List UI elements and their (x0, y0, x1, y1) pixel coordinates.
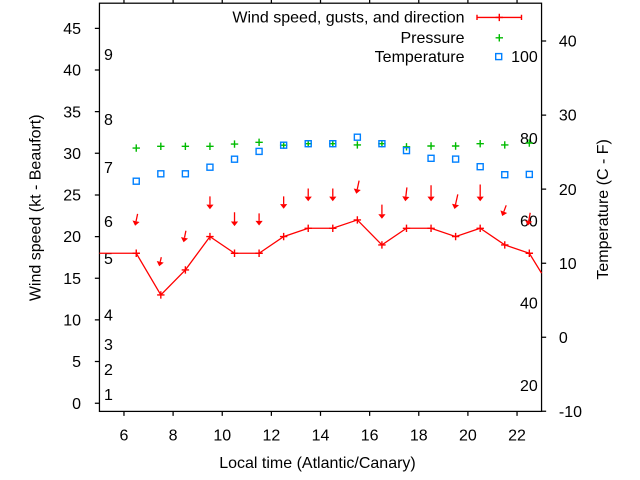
svg-text:Wind speed, gusts, and directi: Wind speed, gusts, and direction (232, 9, 464, 26)
svg-text:20: 20 (559, 182, 577, 199)
svg-text:15: 15 (63, 271, 81, 288)
svg-text:1: 1 (104, 387, 113, 404)
svg-text:40: 40 (559, 34, 577, 51)
svg-text:12: 12 (262, 428, 280, 445)
svg-text:40: 40 (520, 296, 538, 313)
svg-text:7: 7 (104, 160, 113, 177)
svg-text:20: 20 (459, 428, 477, 445)
svg-text:16: 16 (361, 428, 379, 445)
svg-text:9: 9 (104, 47, 113, 64)
svg-text:22: 22 (508, 428, 526, 445)
svg-text:18: 18 (410, 428, 428, 445)
svg-text:20: 20 (63, 229, 81, 246)
svg-text:10: 10 (559, 256, 577, 273)
svg-text:5: 5 (104, 251, 113, 268)
svg-text:8: 8 (104, 112, 113, 129)
svg-text:14: 14 (312, 428, 330, 445)
svg-text:0: 0 (72, 396, 81, 413)
svg-text:-10: -10 (559, 404, 582, 421)
svg-text:5: 5 (72, 354, 81, 371)
svg-text:30: 30 (63, 146, 81, 163)
svg-text:40: 40 (63, 63, 81, 80)
svg-text:45: 45 (63, 21, 81, 38)
svg-text:0: 0 (559, 330, 568, 347)
svg-text:30: 30 (559, 108, 577, 125)
svg-text:10: 10 (213, 428, 231, 445)
svg-text:6: 6 (104, 214, 113, 231)
svg-text:100: 100 (511, 49, 538, 66)
svg-text:Temperature (C - F): Temperature (C - F) (595, 139, 612, 279)
svg-text:8: 8 (169, 428, 178, 445)
svg-text:20: 20 (520, 378, 538, 395)
svg-text:Temperature: Temperature (375, 49, 465, 66)
svg-text:Pressure: Pressure (400, 30, 464, 47)
svg-text:3: 3 (104, 337, 113, 354)
svg-text:10: 10 (63, 313, 81, 330)
svg-text:35: 35 (63, 104, 81, 121)
svg-text:4: 4 (104, 308, 113, 325)
svg-text:Local time (Atlantic/Canary): Local time (Atlantic/Canary) (219, 455, 416, 472)
svg-text:6: 6 (120, 428, 129, 445)
svg-text:Wind speed (kt - Beaufort): Wind speed (kt - Beaufort) (27, 114, 44, 301)
svg-text:25: 25 (63, 188, 81, 205)
svg-text:2: 2 (104, 362, 113, 379)
